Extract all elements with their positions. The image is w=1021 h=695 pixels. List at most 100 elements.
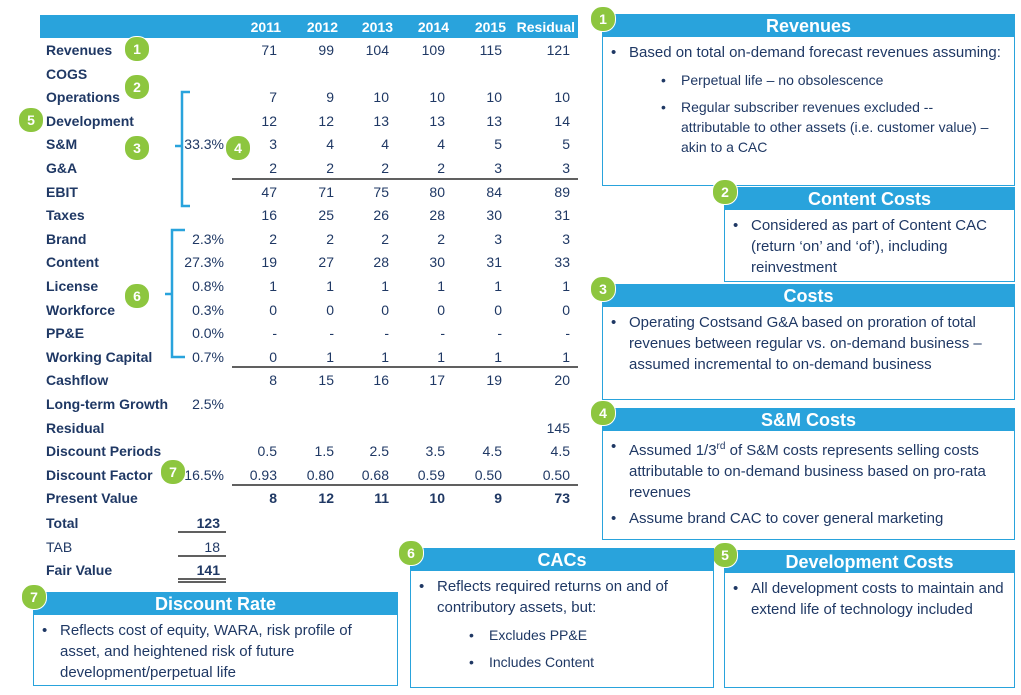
row-label: Working Capital: [46, 348, 153, 365]
row-label: Operations: [46, 89, 120, 106]
cell: 26: [373, 207, 389, 224]
cell: 3: [269, 136, 277, 153]
cell: 13: [373, 112, 389, 129]
cell: 1: [494, 348, 502, 365]
callout-title: Content Costs: [725, 188, 1014, 210]
cell: -: [384, 325, 389, 342]
row-rate: 0.0%: [192, 325, 224, 342]
cell: 30: [429, 254, 445, 271]
callout: Revenues Based on total on-demand forecas…: [602, 14, 1015, 186]
total-value: 141: [196, 562, 220, 579]
badge: 5: [712, 542, 738, 568]
cell: 73: [554, 490, 570, 507]
cell: 0.50: [542, 466, 570, 483]
cell: 28: [429, 207, 445, 224]
row-rate: 0.8%: [192, 278, 224, 294]
cell: 7: [269, 89, 277, 106]
cell: 10: [429, 89, 445, 106]
sub-bullet: Excludes PP&E: [411, 625, 705, 645]
cell: 1: [326, 348, 334, 365]
badge: 3: [124, 135, 150, 161]
row-label: Content: [46, 254, 99, 271]
cell: 12: [318, 112, 334, 129]
cell: 0: [494, 301, 502, 318]
total-label: TAB: [46, 538, 73, 555]
cell: 17: [429, 372, 445, 389]
row-label: Discount Factor: [46, 466, 153, 483]
badge: 4: [225, 135, 251, 161]
cell: 19: [486, 372, 502, 389]
cell: 4.5: [482, 443, 502, 460]
bullet-text: Considered as part of Content CAC (retur…: [751, 217, 987, 276]
cell: 13: [486, 112, 502, 129]
sub-bullet: Perpetual life – no obsolescence: [603, 70, 1006, 90]
cell: 3: [562, 230, 570, 247]
row-label: Residual: [46, 419, 105, 436]
cell: 19: [261, 254, 277, 271]
callout-title: Development Costs: [725, 551, 1014, 573]
bullet-text: of S&M costs represents selling costs at…: [629, 442, 986, 501]
cell: 1.5: [314, 443, 334, 460]
cell: -: [440, 325, 445, 342]
row-rate: 16.5%: [184, 466, 224, 483]
row-label: Workforce: [46, 301, 115, 318]
cell: 10: [486, 89, 502, 106]
badge: 1: [590, 6, 616, 32]
bullet-text: Reflects required returns on and of cont…: [437, 578, 668, 616]
total-value: 123: [196, 515, 220, 531]
cell: 16: [373, 372, 389, 389]
callout-title: Revenues: [603, 15, 1014, 37]
row-rate: 0.3%: [192, 301, 224, 318]
callout: Discount Rate Reflects cost of equity, WA…: [33, 592, 398, 686]
cell: 4: [326, 136, 334, 153]
callout-title: S&M Costs: [603, 409, 1014, 431]
cell: -: [272, 325, 277, 342]
badge: 4: [590, 400, 616, 426]
cell: 16: [261, 207, 277, 224]
callout: CACs Reflects required returns on and of …: [410, 548, 714, 688]
cell: 2: [437, 160, 445, 176]
row-label: Present Value: [46, 490, 138, 507]
callout: Development Costs All development costs t…: [724, 550, 1015, 688]
row-rate: 33.3%: [184, 136, 224, 153]
badge: 7: [21, 584, 47, 610]
bullet: Reflects required returns on and of cont…: [411, 576, 705, 618]
row-rate: 2.3%: [192, 230, 224, 247]
cell: 11: [374, 490, 389, 507]
badge: 2: [124, 74, 150, 100]
cell: 1: [381, 348, 389, 365]
callout: S&M Costs Assumed 1/3rd of S&M costs repr…: [602, 408, 1015, 540]
bullet: Operating Costsand G&A based on proratio…: [603, 312, 1006, 375]
badge: 5: [18, 107, 44, 133]
cell: 1: [562, 348, 570, 365]
sub-bullet: Includes Content: [411, 652, 705, 672]
cell: 27: [318, 254, 334, 271]
cell: 33: [554, 254, 570, 271]
cell: 0.59: [417, 466, 445, 483]
bullet: All development costs to maintain and ex…: [725, 578, 1006, 620]
column-header: 2014: [417, 19, 449, 35]
sub-bullet: Regular subscriber revenues excluded -- …: [603, 97, 1006, 157]
cell: 12: [261, 112, 277, 129]
bullet-text: Reflects cost of equity, WARA, risk prof…: [60, 622, 352, 681]
cell: 0: [562, 301, 570, 318]
cell: 0.68: [361, 466, 389, 483]
cell: 10: [554, 89, 570, 106]
total-value: 18: [204, 538, 220, 555]
cell: 8: [269, 490, 277, 507]
cell: 3: [494, 160, 502, 176]
bullet: Reflects cost of equity, WARA, risk prof…: [34, 620, 389, 683]
cell: 25: [318, 207, 334, 224]
row-label: Development: [46, 112, 134, 129]
cell: 12: [318, 490, 334, 507]
cell: 31: [486, 254, 502, 271]
column-header: Residual: [516, 19, 575, 35]
cell: 1: [562, 278, 570, 294]
cell: 4: [381, 136, 389, 153]
row-label: Brand: [46, 230, 87, 247]
badge: 2: [712, 179, 738, 205]
cell: 2: [326, 230, 334, 247]
callout: Content Costs Considered as part of Conte…: [724, 187, 1015, 282]
cell: 75: [373, 183, 389, 200]
bullet: Assume brand CAC to cover general market…: [603, 508, 1006, 529]
